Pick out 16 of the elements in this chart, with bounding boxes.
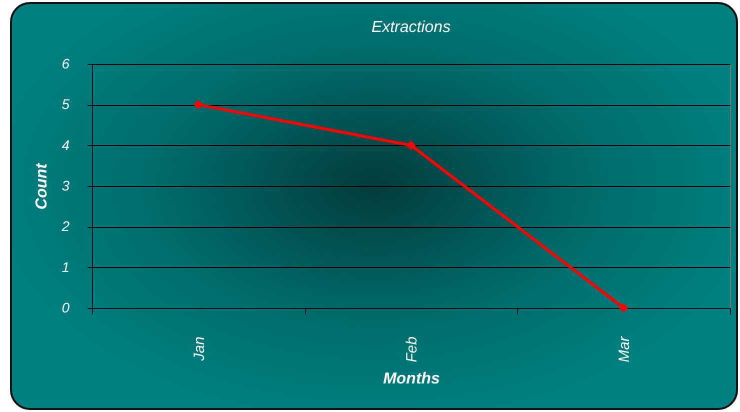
chart-title: Extractions (371, 19, 451, 36)
point (618, 303, 628, 313)
y-axis-title: Count (34, 162, 51, 210)
point (406, 140, 416, 150)
y-tick-label: 4 (62, 136, 70, 153)
point (194, 100, 204, 110)
x-tick-label: Feb (404, 336, 420, 362)
y-tick-label: 2 (60, 218, 70, 234)
y-tick-label: 3 (62, 178, 70, 194)
x-tick-label: Jan (190, 336, 208, 362)
y-tick-label: 5 (62, 96, 70, 112)
x-axis-title: Months (383, 370, 440, 388)
y-tick-label: 0 (62, 300, 70, 316)
y-tick-label: 6 (62, 56, 70, 72)
y-tick-label: 1 (62, 258, 70, 275)
x-tick-label: Mar (616, 336, 634, 362)
